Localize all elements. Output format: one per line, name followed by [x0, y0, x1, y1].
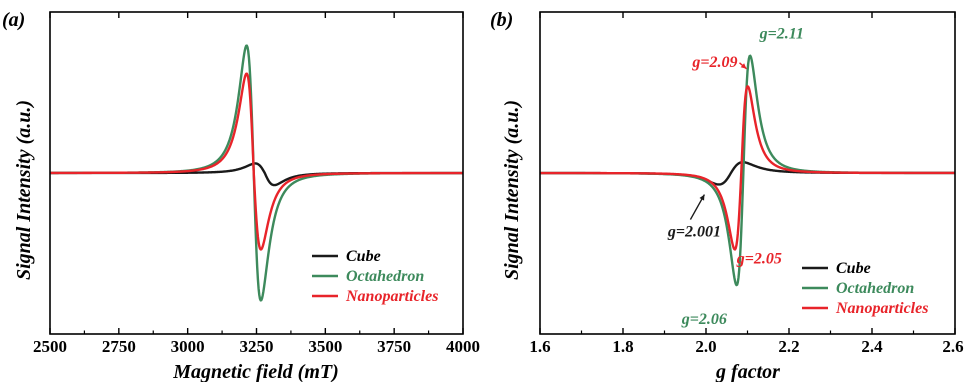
panel-b-legend: Cube Octahedron Nanoparticles	[802, 260, 928, 317]
legend-label-cube: Cube	[836, 260, 871, 277]
panel-a-xticks: 2500 2750 3000 3250 3500 3750 4000	[33, 12, 480, 356]
panel-a-xlabel: Magnetic field (mT)	[172, 361, 339, 382]
series-line-nanoparticles	[540, 85, 955, 251]
x-tick-label: 2.2	[778, 337, 799, 356]
x-tick-label: 2500	[33, 337, 67, 356]
panel-a-legend: Cube Octahedron Nanoparticles	[312, 248, 438, 305]
annotation-arrowhead	[699, 194, 705, 201]
legend-label-nanoparticles: Nanoparticles	[835, 300, 928, 317]
panel-b-xlabel: g factor	[715, 361, 780, 382]
panel-a-plot-area	[49, 11, 464, 335]
x-tick-label: 3750	[377, 337, 411, 356]
panel-a-label: (a)	[2, 9, 25, 31]
x-tick-label: 2.6	[942, 337, 963, 356]
panel-b-annotations: g=2.11 g=2.09 g=2.001 g=2.05 g=2.06	[667, 26, 804, 328]
series-line-nanoparticles	[50, 72, 463, 251]
panel-b-ylabel: Signal Intensity (a.u.)	[501, 100, 523, 280]
x-tick-label: 3500	[308, 337, 342, 356]
annotation-label: g=2.11	[759, 26, 804, 43]
legend-label-octahedron: Octahedron	[836, 280, 914, 297]
legend-label-octahedron: Octahedron	[346, 268, 424, 285]
annotation-arrowhead	[740, 63, 747, 69]
annotation-label: g=2.001	[667, 224, 721, 241]
annotation-label: g=2.09	[691, 54, 737, 71]
x-tick-label: 1.6	[529, 337, 550, 356]
x-tick-label: 3250	[240, 337, 274, 356]
legend-label-cube: Cube	[346, 248, 381, 265]
panel-b-xticks: 1.6 1.8 2.0 2.2 2.4 2.6	[529, 12, 964, 356]
x-tick-label: 2750	[102, 337, 136, 356]
x-tick-label: 1.8	[612, 337, 633, 356]
x-tick-label: 3000	[171, 337, 205, 356]
panel-b-label: (b)	[490, 9, 513, 31]
x-tick-label: 2.0	[695, 337, 716, 356]
panel-b: (b) Signal Intensity (a.u.) 1.6 1.8 2.0 2.2…	[490, 9, 964, 382]
x-tick-label: 4000	[446, 337, 480, 356]
panel-a: (a) Signal Intensity (a.u.) 2500 2750 3000…	[2, 9, 480, 382]
x-tick-label: 2.4	[861, 337, 883, 356]
annotation-label: g=2.06	[681, 311, 727, 328]
legend-label-nanoparticles: Nanoparticles	[345, 288, 438, 305]
panel-a-ylabel: Signal Intensity (a.u.)	[13, 100, 35, 280]
annotation-label: g=2.05	[736, 251, 782, 268]
